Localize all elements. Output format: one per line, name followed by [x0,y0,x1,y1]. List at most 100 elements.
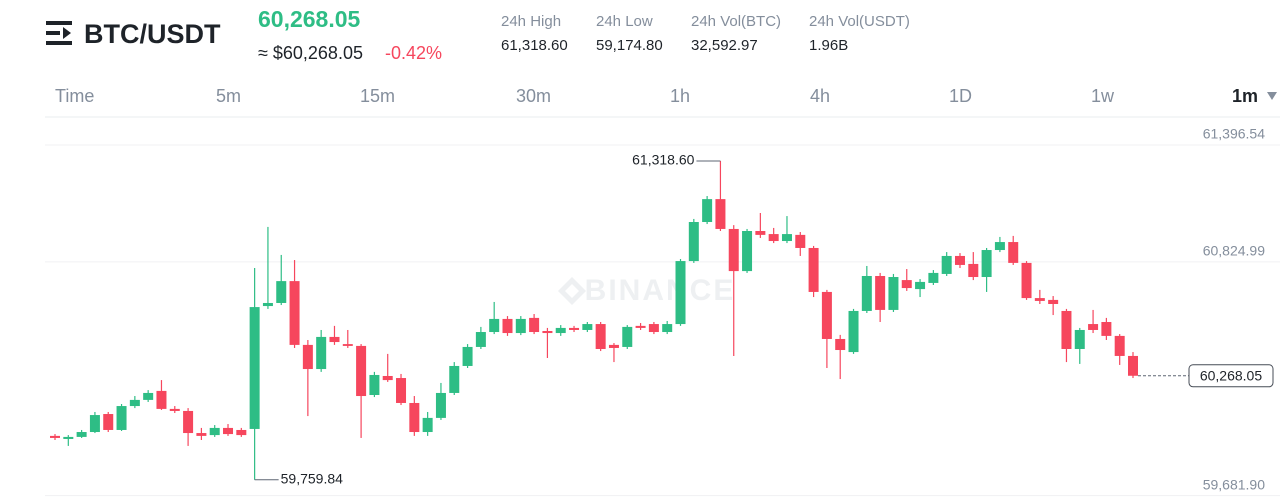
candle-body [382,375,393,381]
stat-value: 1.96B [809,37,848,54]
candle-body [515,318,526,334]
stat-label: 24h Low [596,13,653,30]
stat-value: 59,174.80 [596,37,663,54]
candle-body [768,234,779,242]
candle-body [462,346,473,366]
candle-body [781,234,792,242]
candle-body [915,281,926,290]
interval-tab[interactable]: Time [55,86,94,106]
candle-body [555,327,566,334]
interval-tab[interactable]: 1m [1232,86,1258,106]
candle-body [994,242,1005,251]
candle-body [728,228,739,272]
candle-body [76,432,87,437]
candle-body [103,414,114,430]
candle-body [342,344,353,346]
candle-body [249,307,260,429]
candle-body [63,436,74,439]
candle-body [502,318,513,334]
candle-body [236,429,247,436]
y-tick-label: 60,824.99 [1203,243,1265,259]
stat-label: 24h Vol(USDT) [809,13,910,30]
candle-body [356,345,367,397]
candle-body [702,199,713,223]
interval-tabs: Time 5m 15m 30m 1h 4h 1D 1w 1m [55,86,1258,106]
last-price-box [1188,364,1274,388]
candle-body [875,275,886,310]
candle-body [848,310,859,353]
candle-body [396,378,407,403]
dropdown-arrow[interactable] [1267,92,1277,100]
candle-body [209,427,220,436]
interval-tab[interactable]: 1h [670,86,690,106]
max-label: 61,318.60 [632,152,694,168]
watermark: BINANCE [585,274,736,307]
candle-body [116,406,127,430]
candle-body [302,344,313,370]
candle-body [941,255,952,274]
menu-icon[interactable] [46,21,72,45]
stat-value: 61,318.60 [501,37,568,54]
symbol: BTC/USDT [84,19,221,49]
candle-body [861,275,872,311]
candle-body [715,199,726,229]
candle-body [196,433,207,436]
interval-tab[interactable]: 15m [360,86,395,106]
candle-body [928,272,939,283]
stat-label: 24h High [501,13,561,30]
candle-body [608,344,619,348]
candle-body [369,374,380,396]
candle-body [409,402,420,433]
candle-body [835,338,846,351]
candle-body [675,261,686,325]
candle-body [542,330,553,334]
last-price-label: 60,268.05 [1200,367,1262,383]
candle-body [1128,355,1138,376]
candle-body [276,281,287,303]
stats: 24h High 61,318.60 24h Low 59,174.80 24h Vol… [501,13,910,54]
interval-tab[interactable]: 4h [810,86,830,106]
candle-body [1074,329,1085,349]
candle-body [1061,310,1072,349]
candle-body [755,231,766,235]
candle-body [289,281,300,345]
candle-body [316,336,327,370]
interval-tab[interactable]: 5m [216,86,241,106]
candle-body [529,317,540,333]
candle-body [582,324,593,330]
candle-body [156,390,167,409]
interval-tab[interactable]: 1D [949,86,972,106]
candle-body [50,435,60,438]
candle-body [1021,262,1032,299]
candle-body [981,250,992,278]
candle-body [223,427,234,435]
candle-body [888,277,899,310]
candle-body [595,324,606,349]
last-price: 60,268.05 [258,6,361,32]
watermark-logo [558,277,586,305]
candle-body [489,318,500,333]
candle-body [1088,324,1099,330]
candle-body [968,263,979,278]
candle-body [329,336,340,343]
candle-body [262,302,273,307]
y-tick-label: 61,396.54 [1203,126,1265,142]
candle-body [954,255,965,265]
chart: 61,396.54 60,824.99 59,681.90 61,318.60 59,7… [45,126,1280,497]
interval-tab[interactable]: 30m [516,86,551,106]
min-label: 59,759.84 [281,470,343,486]
stat-label: 24h Vol(BTC) [691,13,781,30]
candle-body [635,325,646,328]
candle-body [648,324,659,333]
candle-body [795,234,806,248]
interval-tab[interactable]: 1w [1091,86,1115,106]
price-change: -0.42% [385,43,442,63]
candle-body [1048,299,1059,305]
candle-body [1008,242,1019,263]
fiat-price: ≈ $60,268.05 [258,43,363,63]
candle-body [129,399,140,407]
candle-body [1114,335,1125,356]
candle-body [821,291,832,339]
candle-body [901,280,912,289]
candle-body [422,417,433,433]
